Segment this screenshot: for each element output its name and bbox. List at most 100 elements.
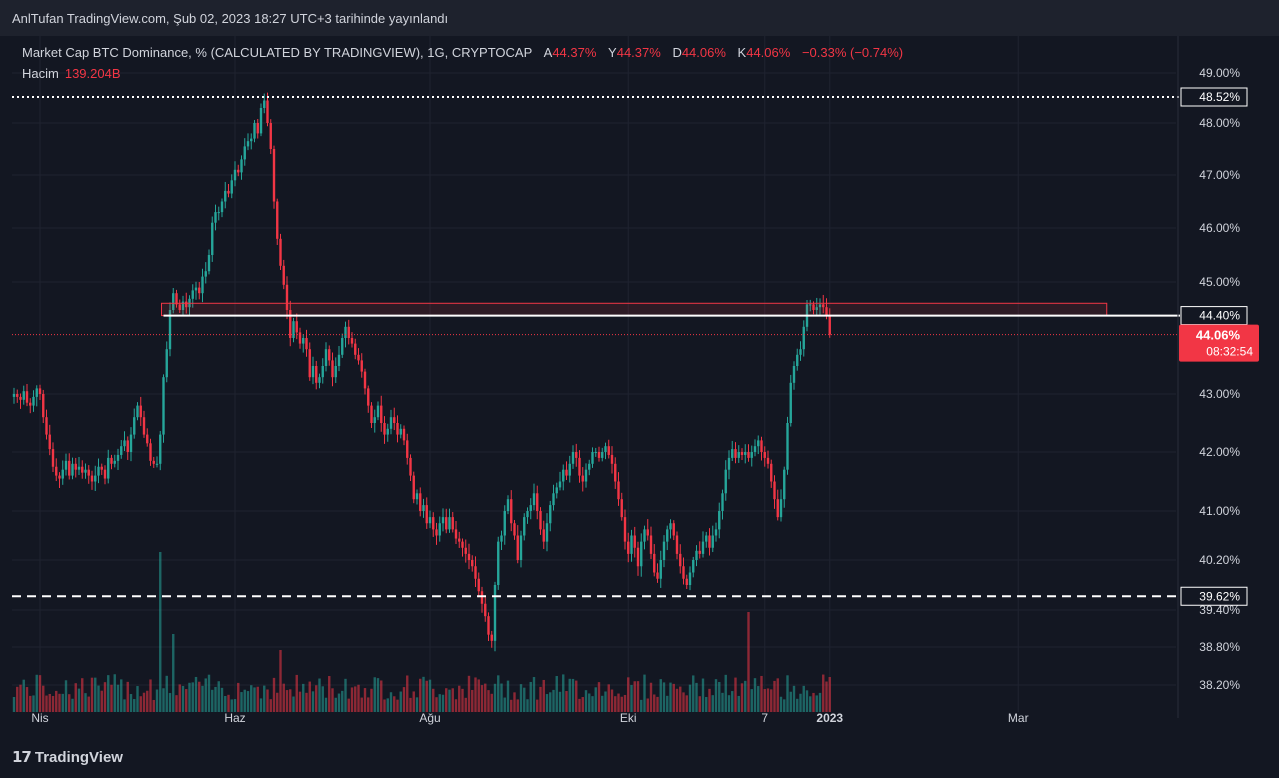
volume-bar [354,686,357,712]
volume-bar [432,688,435,712]
volume-bar [211,689,214,712]
y-tick-label: 39.40% [1199,603,1240,617]
volume-bar [94,677,97,712]
candle-body [386,428,389,435]
tradingview-logo[interactable]: 𝟭𝟳 TradingView [12,748,123,766]
close-label: K [737,45,747,60]
candle-body [81,466,84,473]
candle-body [373,417,376,423]
candle-body [331,360,334,378]
volume-bar [337,693,341,712]
volume-bar [305,692,308,712]
candle-body [133,417,136,435]
volume-bar [822,674,825,712]
candle-body [38,388,42,394]
candle-body [266,100,269,123]
volume-bar [282,683,285,712]
volume-bar [568,678,571,712]
symbol-legend: Market Cap BTC Dominance, % (CALCULATED … [22,45,903,60]
candle-body [341,338,344,355]
volume-bar [84,693,87,712]
volume-label: Hacim [22,66,59,81]
candle-body [155,463,159,465]
candle-body [370,405,373,423]
volume-bar [214,686,217,712]
volume-bar [510,699,513,712]
volume-bar [698,696,701,712]
volume-bar [58,693,61,712]
y-tick-label: 38.80% [1199,640,1240,654]
volume-bar [679,686,682,712]
price-chart[interactable]: 49.00% 48.00% 47.00% 46.00% 45.00% 43.00% 42.0… [0,36,1279,738]
volume-bar [393,696,396,712]
open-label: A [543,45,553,60]
volume-bar [298,691,302,712]
volume-bar [584,690,588,712]
candle-body [185,301,188,308]
volume-bar [464,697,467,712]
candle-body [516,535,519,560]
candle-body [253,123,256,139]
volume-bar [243,689,246,712]
volume-bar [809,696,812,712]
volume-bar [240,692,243,712]
volume-bar [396,699,399,712]
candle-body [328,349,331,361]
volume-bar [549,692,552,712]
candle-body [201,276,204,294]
candle-body [757,440,760,447]
y-tick-label: 38.20% [1199,678,1240,692]
candle-body [292,321,295,338]
volume-bar [142,692,146,712]
volume-bar [705,697,708,712]
volume-bar [643,674,646,712]
x-tick-label: Ağu [419,711,440,725]
level-label: 48.52% [1199,90,1240,104]
volume-bar [653,694,656,712]
volume-bar [562,674,565,712]
candle-body [87,469,90,476]
volume-bar [253,687,256,712]
candle-body [51,449,55,467]
volume-bar [188,682,191,712]
volume-bar [763,689,766,712]
candle-body [409,457,412,476]
volume-bar [279,650,282,712]
volume-bar [503,697,506,712]
volume-bar [136,686,139,712]
volume-bar [669,682,672,712]
candle-body [25,391,29,403]
candle-body [204,271,207,277]
volume-bar [656,696,659,712]
x-tick-label: 2023 [816,711,843,725]
candle-body [393,417,396,423]
volume-bar [770,689,773,712]
volume-bar [766,688,770,712]
candle-body [77,466,81,470]
candle-body [308,349,311,378]
volume-bar [630,685,633,712]
volume-bar [168,693,172,712]
x-tick-label: 7 [761,711,768,725]
candle-body [227,190,230,194]
candle-body [490,634,493,641]
candle-body [214,212,217,223]
volume-bar [529,681,532,712]
candle-body [68,460,71,476]
candle-body [760,440,763,452]
candle-body [597,452,601,458]
candle-body [42,394,45,418]
candle-body [770,463,773,482]
volume-bar [497,675,500,712]
candle-body [584,469,588,482]
x-tick-label: Haz [224,711,245,725]
volume-bar [828,677,831,712]
candle-body [818,304,822,308]
candle-body [126,440,129,452]
candle-body [623,517,627,542]
candle-body [604,446,607,452]
volume-bar [714,679,718,712]
volume-bar [328,676,331,712]
candle-body [594,452,597,453]
volume-bar [308,681,311,712]
